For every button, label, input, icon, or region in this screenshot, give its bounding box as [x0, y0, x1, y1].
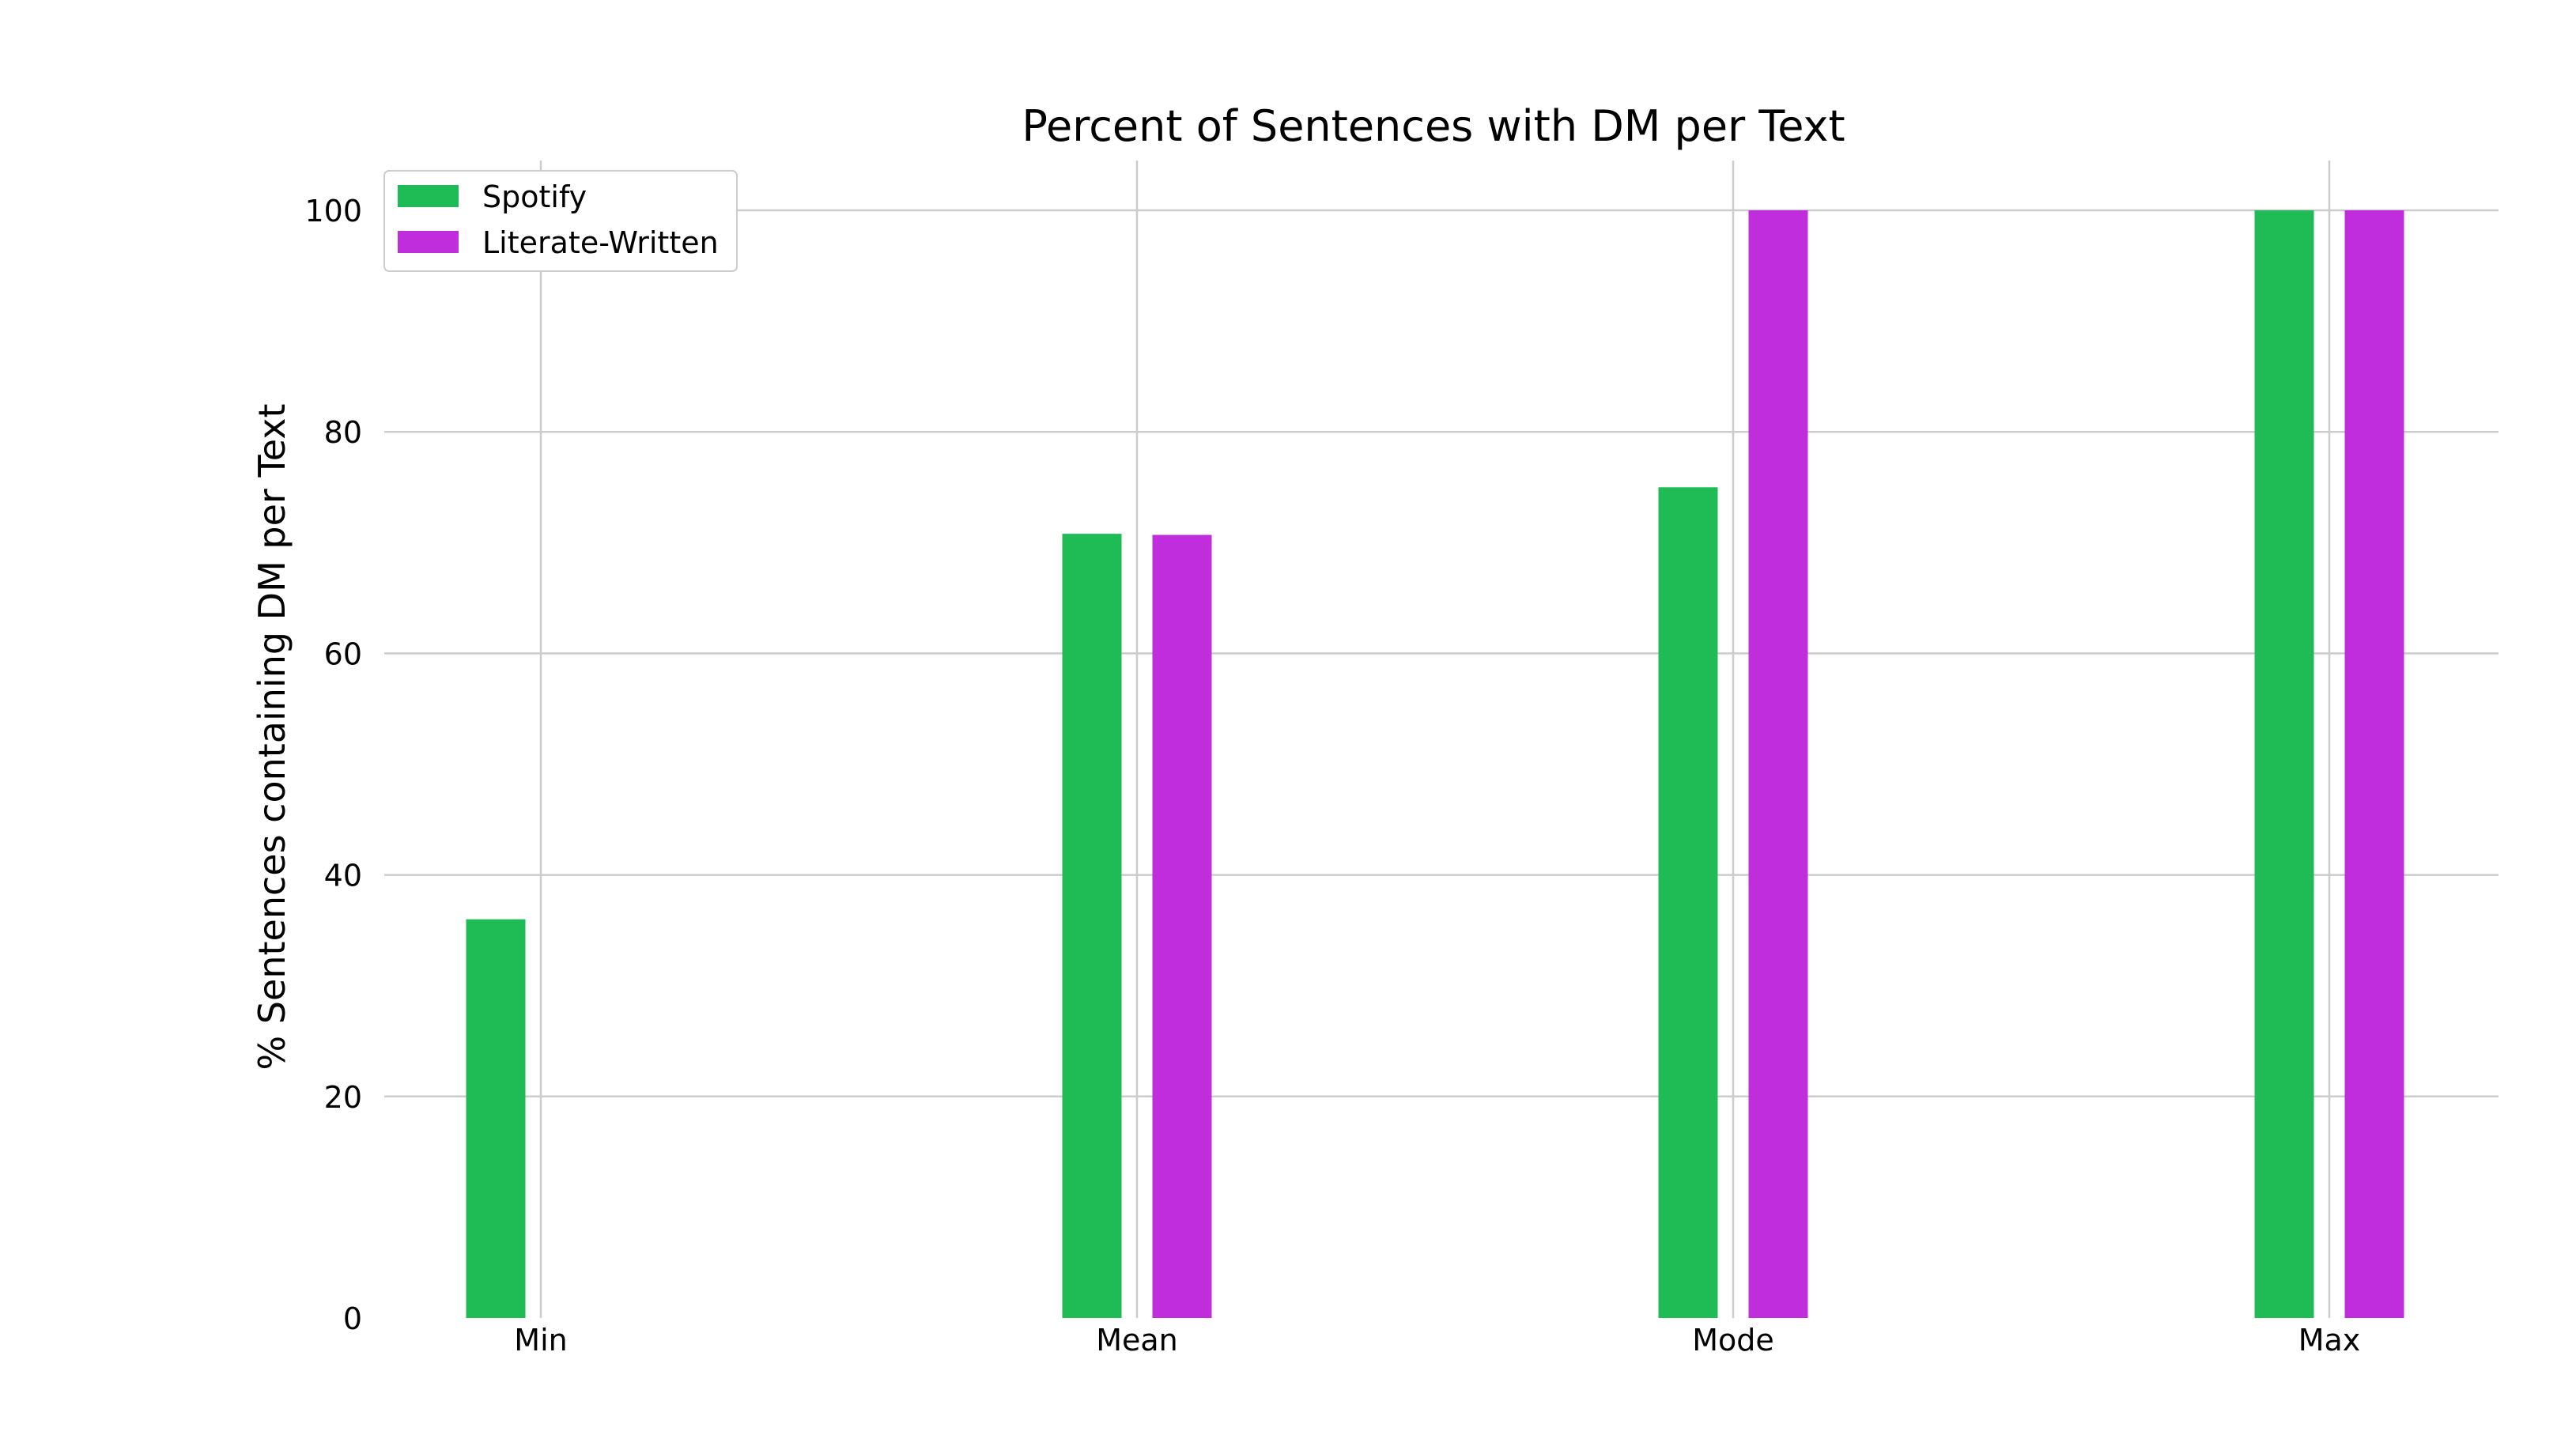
x-tick-label: Min — [514, 1323, 567, 1358]
legend-label-spotify: Spotify — [482, 179, 587, 214]
y-tick-label: 100 — [304, 194, 362, 228]
bar — [2254, 210, 2314, 1318]
x-tick-label: Mean — [1096, 1323, 1178, 1358]
legend-frame — [383, 170, 738, 272]
y-tick-label: 0 — [343, 1301, 362, 1336]
y-axis-label: % Sentences containing DM per Text — [251, 404, 293, 1071]
legend: Spotify Literate-Written — [383, 170, 738, 272]
bars — [466, 210, 2404, 1319]
y-tick-label: 60 — [324, 636, 362, 671]
legend-swatch-spotify — [398, 185, 459, 207]
x-tick-label: Max — [2298, 1323, 2361, 1358]
chart-title: Percent of Sentences with DM per Text — [1022, 101, 1845, 151]
legend-label-literate-written: Literate-Written — [482, 225, 719, 260]
x-tick-label: Mode — [1692, 1323, 1774, 1358]
bar — [1748, 210, 1808, 1318]
grid-lines — [384, 161, 2499, 1318]
bar — [1062, 534, 1122, 1318]
bar — [466, 919, 526, 1318]
bar — [1152, 534, 1212, 1318]
y-tick-label: 40 — [324, 859, 362, 893]
y-tick-label: 80 — [324, 415, 362, 450]
y-tick-label: 20 — [324, 1080, 362, 1115]
bar — [1658, 487, 1718, 1319]
tick-labels: 0 20 40 60 80 100 Min Mean Mode Max — [304, 194, 2360, 1358]
legend-swatch-literate-written — [398, 231, 459, 253]
bar — [2344, 210, 2404, 1318]
